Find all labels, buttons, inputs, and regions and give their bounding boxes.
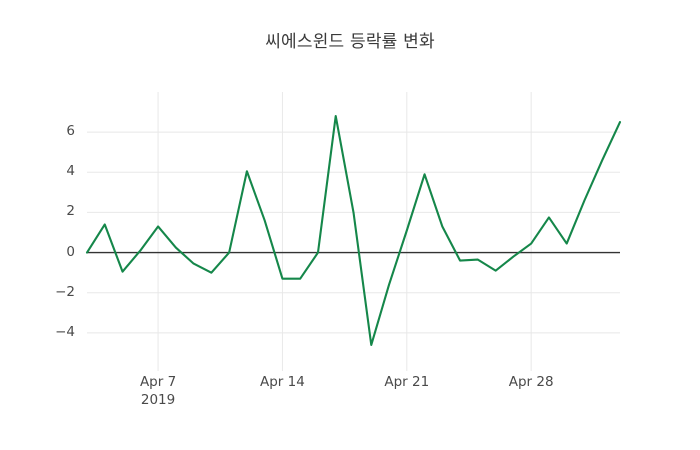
y-tick-label: −4 — [55, 323, 75, 340]
x-tick-label-main: Apr 21 — [384, 374, 430, 390]
y-tick-label: 4 — [66, 163, 75, 180]
x-tick-label-main: Apr 28 — [508, 374, 554, 390]
data-series-line — [85, 115, 622, 346]
horizontal-gridlines — [87, 131, 620, 334]
x-tick-label: Apr 7 2019 — [98, 373, 218, 409]
x-tick-label: Apr 28 — [471, 373, 591, 391]
y-tick-label: 2 — [66, 203, 75, 220]
x-tick-label: Apr 14 — [222, 373, 342, 391]
y-tick-label: −2 — [55, 283, 75, 300]
chart-title: 씨에스윈드 등락률 변화 — [265, 32, 435, 52]
x-tick-label: Apr 21 — [347, 373, 467, 391]
y-tick-label: 0 — [66, 243, 75, 260]
vertical-gridlines — [157, 92, 532, 371]
x-tick-label-main: Apr 7 — [139, 374, 177, 390]
x-tick-label-main: Apr 14 — [260, 374, 305, 390]
y-tick-label: 6 — [66, 123, 75, 140]
x-tick-label-year: 2019 — [140, 392, 176, 408]
